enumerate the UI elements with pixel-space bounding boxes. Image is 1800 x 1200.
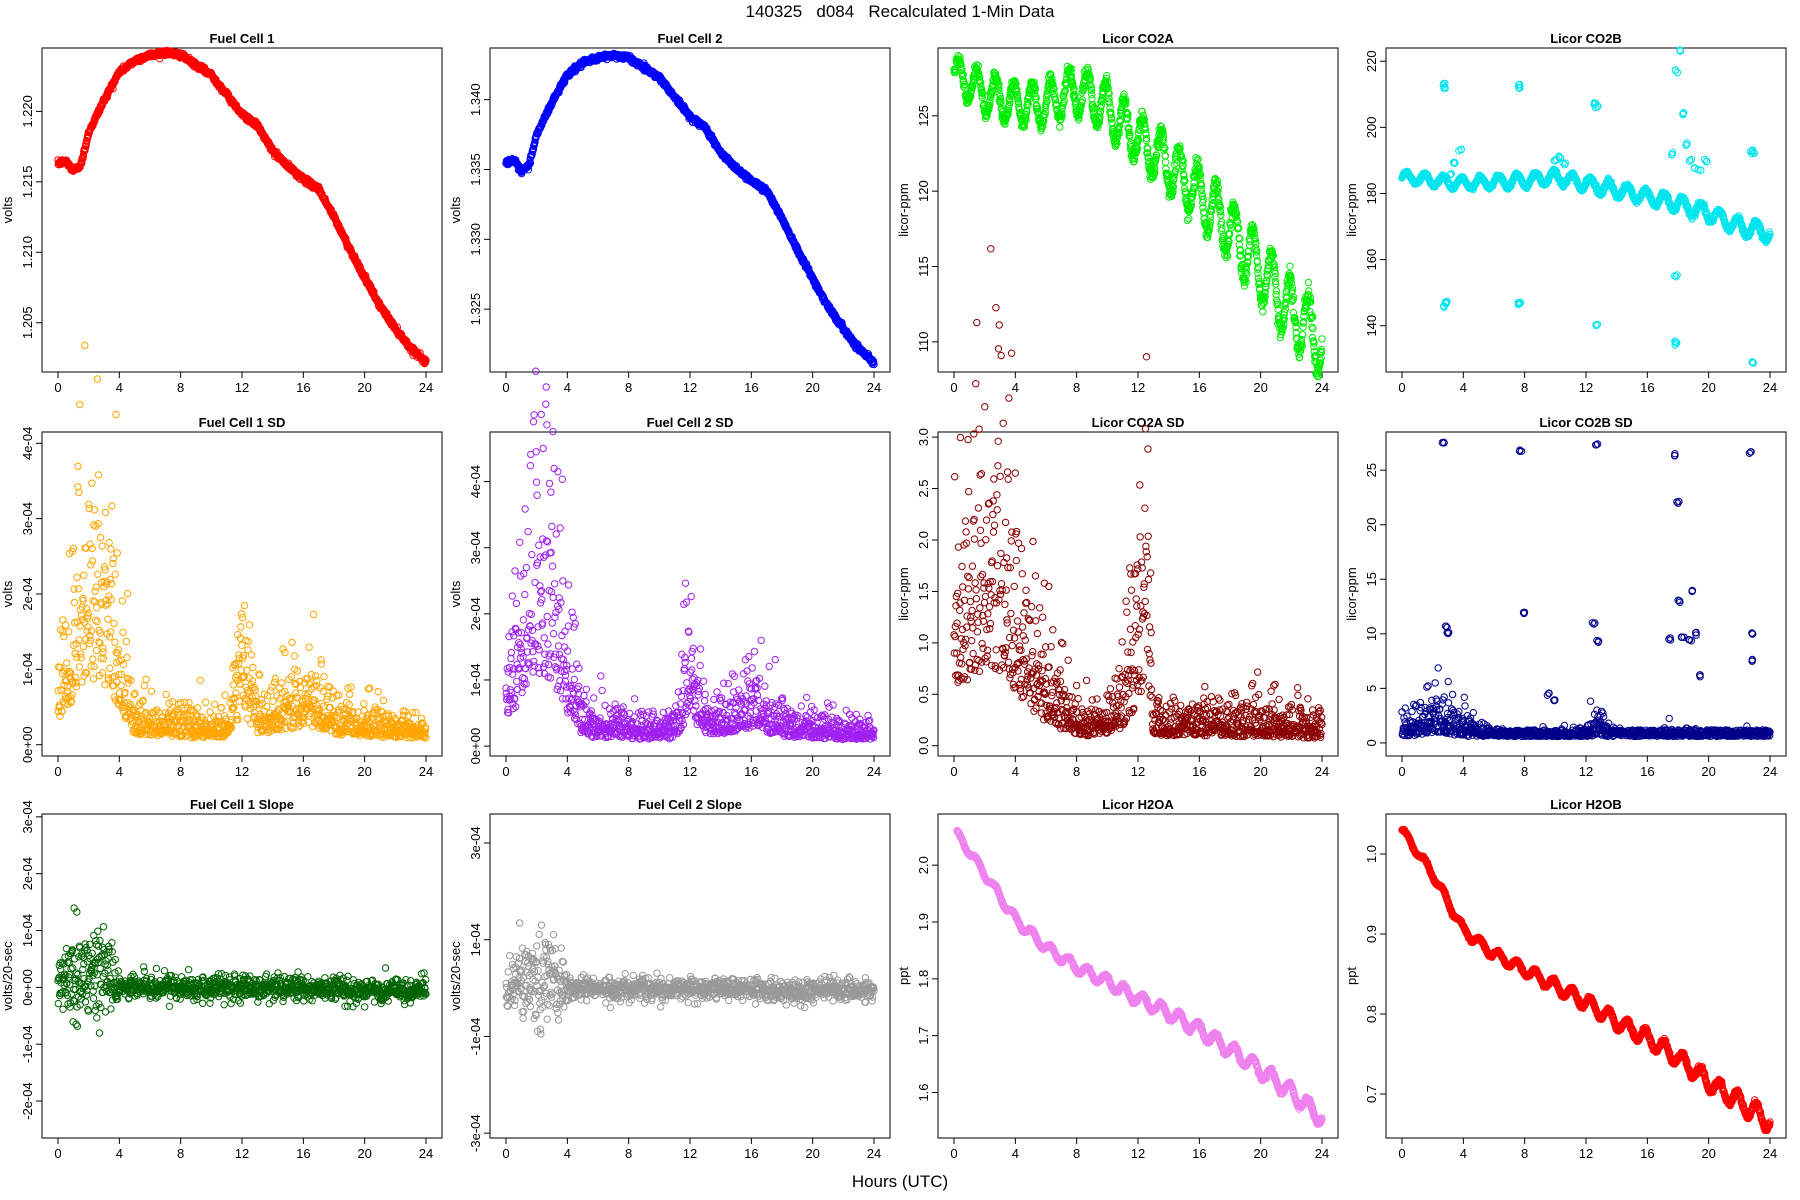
x-tick-label: 4 (1012, 380, 1019, 395)
chart-title: Fuel Cell 2 (657, 31, 722, 46)
y-tick-label: 1.215 (20, 166, 35, 199)
x-tick-label: 20 (1701, 380, 1715, 395)
data-point (1183, 216, 1192, 225)
y-tick-label: 200 (1364, 116, 1379, 138)
series-points (1398, 46, 1774, 367)
y-axis-label: licor-ppm (1344, 183, 1359, 236)
x-tick-label: 20 (805, 380, 819, 395)
x-tick-label: 8 (625, 380, 632, 395)
x-tick-label: 24 (867, 380, 881, 395)
x-tick-label: 16 (1192, 380, 1206, 395)
y-axis-label: licor-ppm (896, 183, 911, 236)
x-tick-label: 12 (235, 380, 249, 395)
x-tick-label: 24 (1763, 380, 1777, 395)
x-tick-label: 8 (1521, 380, 1528, 395)
x-tick-label: 8 (1073, 380, 1080, 395)
data-point (1056, 123, 1064, 131)
data-point (1138, 107, 1146, 116)
x-tick-label: 12 (1579, 380, 1593, 395)
data-point (1286, 262, 1294, 270)
page-title: 140325 d084 Recalculated 1-Min Data (745, 2, 1055, 21)
y-tick-label: 1.210 (20, 236, 35, 269)
x-tick-label: 4 (1460, 380, 1467, 395)
x-tick-label: 12 (1131, 380, 1145, 395)
y-tick-label: 1.325 (468, 293, 483, 326)
chart-panel-3: Licor CO2A licor-ppm 0 4 8 12 16 20 24 110 115 120 1… (896, 31, 1339, 395)
y-tick-label: 220 (1364, 50, 1379, 72)
y-tick-label: 140 (1364, 315, 1379, 337)
chart-title: Licor CO2B (1550, 31, 1622, 46)
y-tick-label: 1.330 (468, 223, 483, 256)
x-tick-label: 20 (1253, 380, 1267, 395)
x-tick-label: 12 (683, 380, 697, 395)
data-point (1304, 278, 1313, 287)
chart-panel-1: Fuel Cell 1 volts 0 4 8 12 16 20 24 1.205 1.210 1.2… (0, 31, 443, 395)
data-point (1185, 214, 1193, 223)
y-tick-label: 120 (916, 180, 931, 202)
chart-panel-2: Fuel Cell 2 volts 0 4 8 12 16 20 24 1.325 1.330 1.3… (448, 31, 891, 395)
plot-frame (1385, 47, 1787, 373)
data-point (351, 254, 359, 262)
chart-panel-4: Licor CO2B licor-ppm 0 4 8 12 16 20 24 140 160 180 2… (1344, 31, 1787, 395)
chart-title: Fuel Cell 1 (209, 31, 274, 46)
y-tick-label: 160 (1364, 249, 1379, 271)
x-tick-label: 4 (564, 380, 571, 395)
x-tick-label: 0 (502, 380, 509, 395)
y-tick-label: 1.205 (20, 306, 35, 339)
series-points (54, 46, 430, 368)
x-tick-label: 8 (177, 380, 184, 395)
x-tick-label: 16 (744, 380, 758, 395)
x-tick-label: 4 (116, 380, 123, 395)
data-point (1200, 208, 1208, 216)
x-tick-label: 0 (950, 380, 957, 395)
series-points (502, 49, 878, 369)
x-tick-label: 20 (357, 380, 371, 395)
data-point (1318, 335, 1326, 343)
x-tick-label: 24 (419, 380, 433, 395)
y-tick-label: 1.335 (468, 153, 483, 186)
y-tick-label: 110 (916, 331, 931, 352)
x-tick-label: 16 (1640, 380, 1654, 395)
y-axis-label: volts (0, 196, 15, 223)
chart-title: Licor CO2A (1102, 31, 1174, 46)
x-tick-label: 16 (296, 380, 310, 395)
series-points (950, 51, 1326, 381)
y-tick-label: 1.340 (468, 83, 483, 116)
data-point (1161, 158, 1170, 166)
y-tick-label: 180 (1364, 183, 1379, 205)
y-tick-label: 115 (916, 256, 931, 277)
data-point (78, 159, 86, 168)
x-tick-label: 24 (1315, 380, 1329, 395)
y-tick-label: 125 (916, 105, 931, 127)
x-tick-label: 0 (54, 380, 61, 395)
y-axis-label: volts (448, 196, 463, 223)
x-tick-label: 0 (1398, 380, 1405, 395)
y-tick-label: 1.220 (20, 95, 35, 128)
